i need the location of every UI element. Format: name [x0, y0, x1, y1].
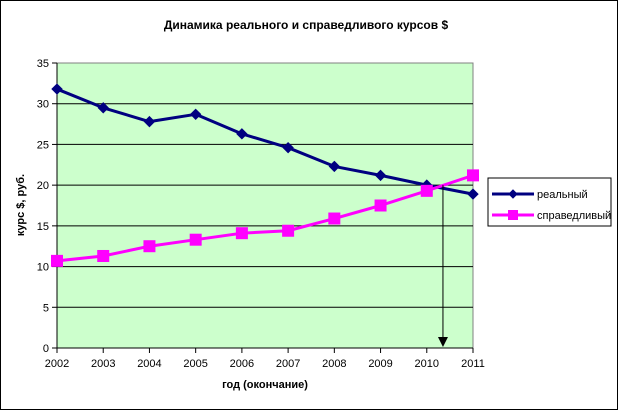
data-point-1-6 — [328, 212, 341, 225]
legend-items: реальный справедливый — [492, 189, 611, 222]
data-point-0-6 — [328, 160, 341, 173]
data-point-1-4 — [235, 227, 248, 240]
y-tick-label: 25 — [37, 139, 49, 151]
data-point-1-0 — [51, 254, 63, 267]
data-point-0-3 — [189, 108, 202, 121]
x-tick-label: 2003 — [91, 358, 115, 370]
y-axis: 0 5 10 15 20 25 30 35 — [37, 58, 58, 355]
legend-marker-1 — [508, 210, 518, 220]
legend-label-0: реальный — [537, 189, 588, 201]
y-tick-label: 0 — [43, 343, 49, 355]
chart-title: Динамика реального и справедливого курсо… — [164, 18, 449, 32]
series-line-0 — [55, 87, 475, 196]
data-point-1-8 — [420, 184, 433, 197]
x-axis: 2002 2003 2004 2005 2006 2007 2008 2009 2010 2011 — [45, 347, 485, 370]
data-point-1-2 — [143, 240, 156, 253]
data-point-0-4 — [236, 128, 248, 140]
y-axis-label: курс $, руб. — [15, 174, 27, 236]
grid-lines — [57, 103, 473, 308]
x-tick-label: 2002 — [45, 358, 69, 370]
y-tick-label: 20 — [37, 180, 49, 192]
y-tick-label: 15 — [37, 221, 49, 233]
plot-area — [56, 62, 474, 349]
x-tick-label: 2010 — [415, 358, 439, 370]
x-tick-label: 2011 — [461, 358, 485, 370]
data-point-1-1 — [97, 249, 110, 262]
legend-marker-0 — [508, 189, 518, 199]
annotation-arrowhead — [437, 337, 448, 347]
x-tick-label: 2007 — [276, 358, 300, 370]
x-axis-label: год (окончание) — [222, 379, 308, 391]
x-tick-label: 2006 — [230, 358, 254, 370]
y-tick-label: 10 — [37, 262, 49, 274]
data-point-1-3 — [189, 233, 202, 246]
y-tick-label: 35 — [37, 58, 49, 70]
series-markers — [51, 83, 479, 267]
y-tick-label: 30 — [37, 99, 49, 111]
series-lines — [55, 87, 475, 263]
data-point-1-7 — [374, 199, 387, 212]
data-point-1-9 — [467, 169, 479, 182]
data-point-0-5 — [282, 141, 294, 154]
data-point-0-2 — [143, 115, 156, 128]
data-point-0-1 — [97, 102, 109, 114]
data-point-0-9 — [467, 188, 479, 200]
x-tick-label: 2009 — [368, 358, 392, 370]
data-point-1-5 — [282, 224, 295, 237]
series-line-1 — [55, 173, 475, 263]
x-tick-label: 2005 — [183, 358, 207, 370]
data-point-0-7 — [374, 169, 387, 182]
x-tick-label: 2008 — [322, 358, 346, 370]
legend-label-1: справедливый — [537, 210, 611, 222]
y-tick-label: 5 — [43, 302, 49, 314]
data-point-0-0 — [51, 83, 63, 95]
x-tick-label: 2004 — [137, 358, 161, 370]
